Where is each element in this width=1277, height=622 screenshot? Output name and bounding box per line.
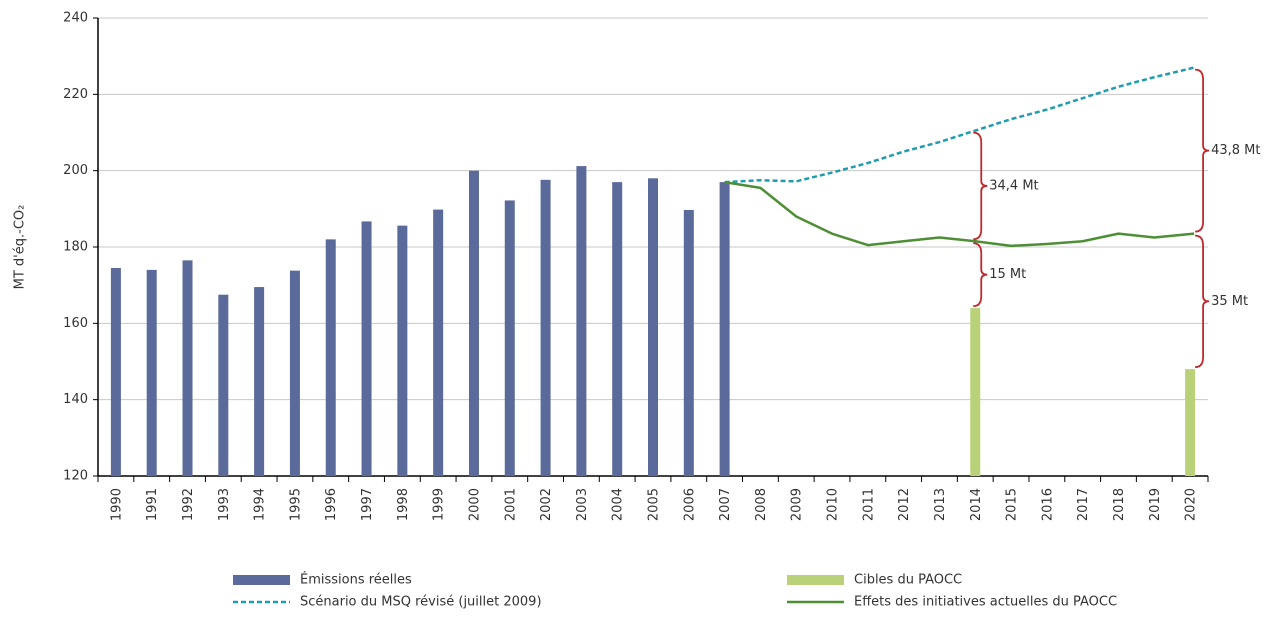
bar bbox=[182, 260, 193, 476]
annotation: 15 Mt bbox=[989, 267, 1026, 282]
x-tick-label: 2009 bbox=[790, 488, 805, 521]
y-tick-label: 180 bbox=[63, 240, 88, 255]
bar bbox=[504, 200, 515, 477]
annotation: 34,4 Mt bbox=[989, 178, 1038, 193]
x-tick-label: 2004 bbox=[611, 488, 626, 521]
bar bbox=[683, 209, 694, 476]
x-tick-label: 2010 bbox=[826, 488, 841, 521]
x-tick-label: 2008 bbox=[754, 488, 769, 521]
x-tick-label: 1997 bbox=[360, 488, 375, 521]
x-tick-label: 2014 bbox=[969, 488, 984, 521]
x-tick-label: 2020 bbox=[1184, 488, 1199, 521]
x-tick-label: 2003 bbox=[575, 488, 590, 521]
line bbox=[724, 180, 1195, 248]
y-tick-label: 160 bbox=[63, 316, 88, 331]
x-tick-label: 2001 bbox=[503, 488, 518, 521]
legend-swatch bbox=[787, 575, 844, 585]
bar bbox=[648, 178, 658, 477]
bar bbox=[110, 267, 121, 476]
annotation: 43,8 Mt bbox=[1211, 143, 1260, 158]
x-tick-label: 2017 bbox=[1076, 488, 1091, 521]
x-tick-label: 1990 bbox=[109, 488, 124, 521]
x-tick-label: 2015 bbox=[1005, 488, 1020, 521]
legend-label: Effets des initiatives actuelles du PAOC… bbox=[854, 595, 1117, 610]
x-tick-label: 1998 bbox=[396, 488, 411, 521]
y-tick-label: 240 bbox=[63, 11, 88, 26]
bar bbox=[361, 221, 372, 476]
bar bbox=[325, 239, 336, 476]
x-tick-label: 1999 bbox=[432, 488, 447, 521]
x-tick-label: 1996 bbox=[324, 488, 339, 521]
x-tick-label: 1993 bbox=[217, 488, 232, 521]
bar bbox=[397, 225, 408, 476]
y-tick-label: 220 bbox=[63, 87, 88, 102]
bar bbox=[576, 166, 587, 476]
x-tick-label: 2018 bbox=[1112, 488, 1127, 521]
x-tick-label: 2000 bbox=[467, 488, 482, 521]
x-tick-label: 2002 bbox=[539, 488, 554, 521]
brace bbox=[1195, 234, 1210, 369]
bar bbox=[218, 294, 229, 476]
line bbox=[724, 66, 1195, 184]
bar bbox=[1185, 369, 1196, 476]
annotation: 35 Mt bbox=[1211, 294, 1248, 309]
bar bbox=[468, 170, 479, 476]
bar bbox=[540, 179, 551, 476]
x-tick-label: 2006 bbox=[682, 488, 697, 521]
x-tick-label: 2007 bbox=[718, 488, 733, 521]
bar bbox=[146, 269, 157, 476]
x-tick-label: 1992 bbox=[181, 488, 196, 521]
y-tick-label: 200 bbox=[63, 163, 88, 178]
x-tick-label: 1994 bbox=[253, 488, 268, 521]
legend-swatch bbox=[233, 575, 290, 585]
brace bbox=[973, 131, 988, 241]
y-axis-label: MT d'éq.-CO₂ bbox=[13, 205, 28, 290]
bar bbox=[719, 182, 730, 476]
x-tick-label: 1991 bbox=[145, 488, 160, 521]
brace bbox=[973, 242, 988, 307]
x-tick-label: 2013 bbox=[933, 488, 948, 521]
legend-label: Cibles du PAOCC bbox=[854, 573, 962, 588]
x-tick-label: 1995 bbox=[288, 488, 303, 521]
y-tick-label: 120 bbox=[63, 469, 88, 484]
bar bbox=[254, 287, 265, 476]
x-tick-label: 2012 bbox=[897, 488, 912, 521]
y-tick-label: 140 bbox=[63, 392, 88, 407]
legend-label: Scénario du MSQ révisé (juillet 2009) bbox=[300, 595, 542, 610]
x-tick-label: 2016 bbox=[1040, 488, 1055, 521]
x-tick-label: 2005 bbox=[647, 488, 662, 521]
bar bbox=[612, 182, 623, 476]
bar bbox=[970, 308, 981, 476]
bar bbox=[433, 209, 444, 476]
bar bbox=[289, 270, 300, 476]
x-tick-label: 2011 bbox=[861, 488, 876, 521]
legend-label: Émissions réelles bbox=[300, 572, 412, 588]
x-tick-label: 2019 bbox=[1148, 488, 1163, 521]
